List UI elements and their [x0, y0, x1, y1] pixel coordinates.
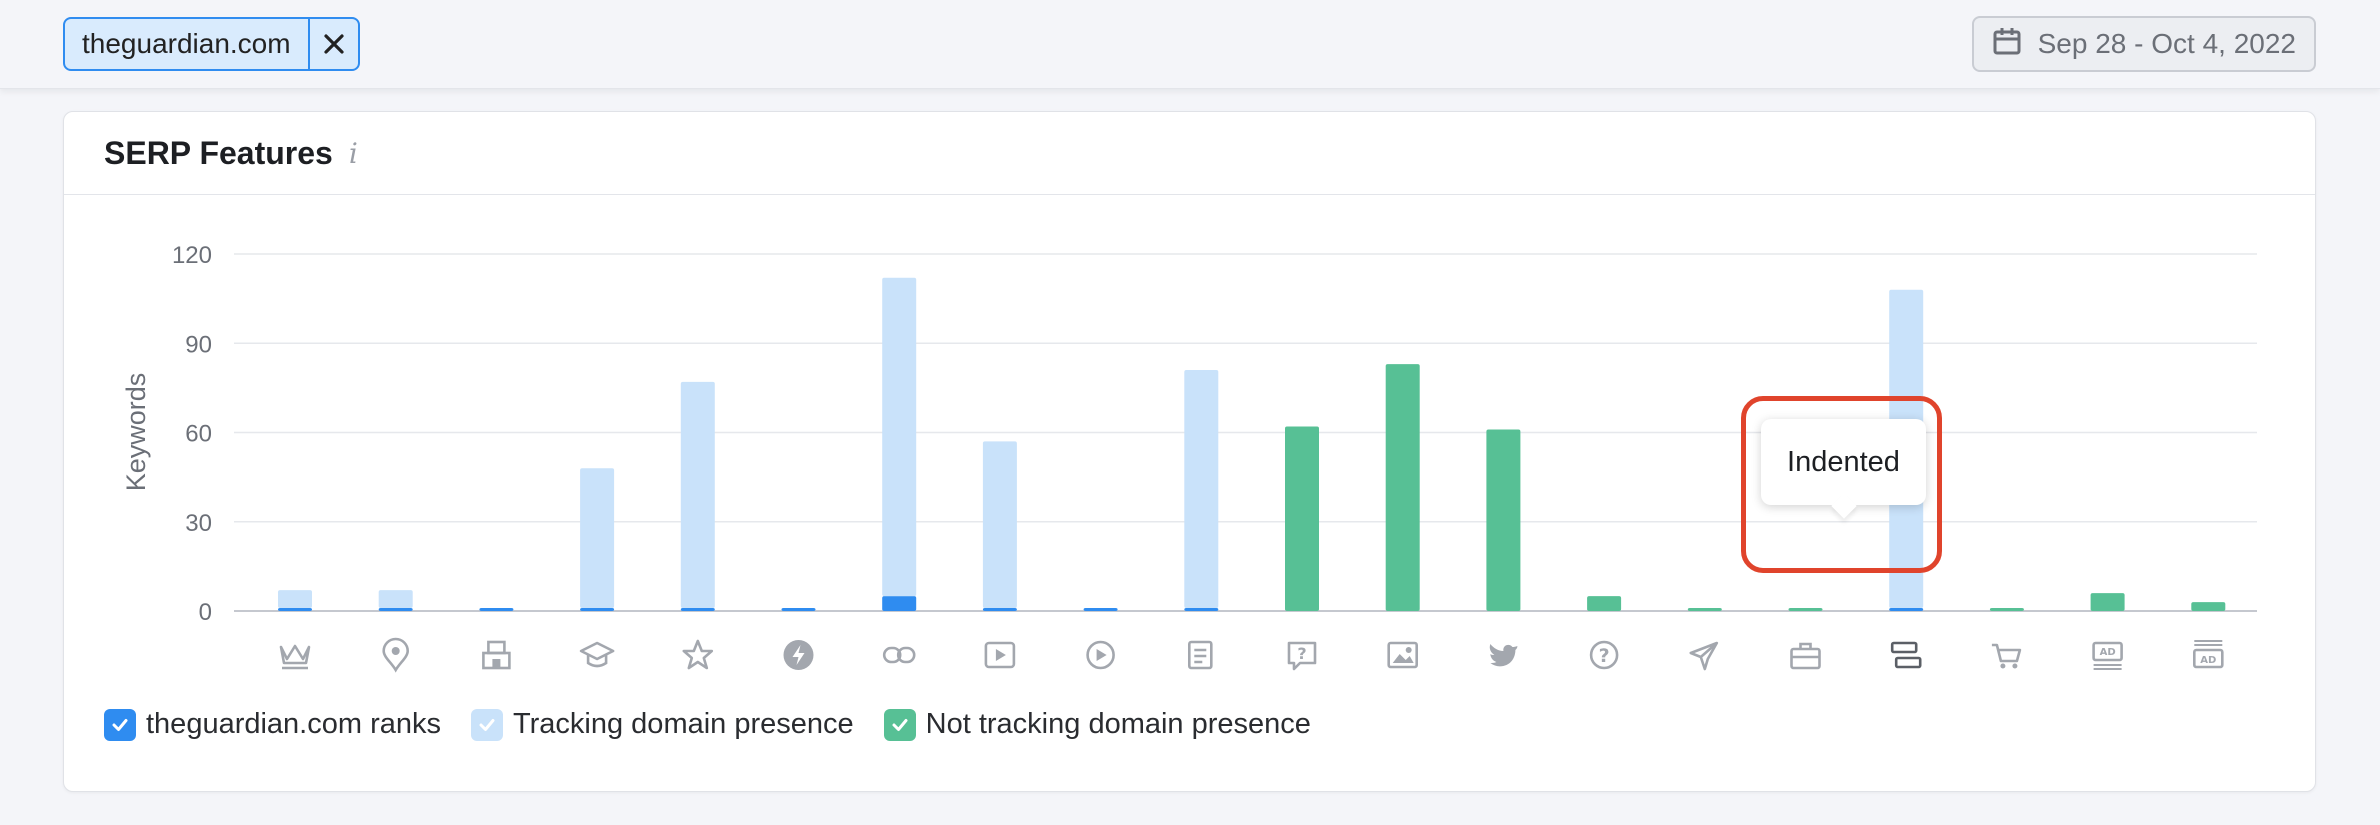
- graduation-cap-icon[interactable]: [579, 641, 615, 668]
- bar-ranks: [982, 608, 1017, 612]
- bar-ranks: [378, 608, 413, 612]
- y-tick-label: 0: [199, 599, 212, 626]
- question-bubble-icon[interactable]: ?: [1287, 641, 1317, 671]
- highlight-annotation: [1741, 396, 1942, 573]
- bar-ranks: [781, 608, 816, 612]
- bar-not-tracking: [1486, 429, 1521, 611]
- domain-filter-label: theguardian.com: [82, 28, 291, 59]
- lightning-icon[interactable]: [783, 640, 814, 670]
- svg-text:AD: AD: [2200, 655, 2216, 666]
- bar-not-tracking: [1285, 426, 1319, 611]
- legend-label-ranks: theguardian.com ranks: [146, 708, 441, 740]
- indented-icon[interactable]: [1890, 641, 1922, 669]
- news-icon[interactable]: [1188, 640, 1213, 670]
- domain-filter-chip[interactable]: theguardian.com: [63, 17, 360, 71]
- question-circle-icon[interactable]: ?: [1589, 640, 1619, 670]
- video-icon[interactable]: [984, 641, 1016, 669]
- legend-item-not-tracking[interactable]: Not tracking domain presence: [883, 708, 1311, 741]
- bar-tracking: [378, 590, 413, 609]
- card-title: SERP Features: [104, 134, 333, 171]
- svg-text:?: ?: [1297, 644, 1306, 663]
- link-icon[interactable]: [882, 646, 916, 664]
- bar-ranks: [479, 608, 514, 612]
- bar-ranks: [1083, 608, 1118, 612]
- info-icon[interactable]: i: [348, 136, 358, 170]
- briefcase-icon[interactable]: [1790, 642, 1821, 670]
- crown-icon[interactable]: [279, 644, 311, 670]
- legend-item-tracking[interactable]: Tracking domain presence: [471, 708, 854, 741]
- chart-tooltip: Indented: [1761, 419, 1926, 505]
- star-icon[interactable]: [682, 639, 714, 670]
- bar-ranks: [882, 596, 917, 611]
- local-pack-icon[interactable]: [482, 640, 511, 670]
- ad-bottom-icon[interactable]: AD: [2193, 640, 2224, 669]
- y-tick-label: 60: [185, 421, 212, 448]
- legend-checkbox-tracking[interactable]: [471, 708, 503, 741]
- bar-tracking: [278, 590, 312, 609]
- serp-features-card: SERP Features i 0 30 60 90 120 Keywords?? AD AD…: [63, 111, 2316, 792]
- legend-checkbox-ranks[interactable]: [104, 708, 136, 741]
- image-icon[interactable]: [1387, 641, 1418, 669]
- bar-ranks: [1889, 608, 1924, 612]
- airplane-icon[interactable]: [1689, 641, 1719, 671]
- card-header: SERP Features i: [64, 112, 2315, 195]
- twitter-icon[interactable]: [1489, 644, 1518, 667]
- bar-ranks: [680, 608, 715, 612]
- legend-label-not-tracking: Not tracking domain presence: [925, 708, 1311, 740]
- bar-not-tracking: [1687, 608, 1722, 612]
- legend-item-ranks[interactable]: theguardian.com ranks: [104, 708, 441, 741]
- bar-tracking: [580, 468, 615, 609]
- chart-legend: theguardian.com ranks Tracking domain pr…: [104, 708, 1311, 741]
- bar-ranks: [580, 608, 615, 612]
- bar-not-tracking: [2191, 602, 2226, 611]
- bar-tracking: [882, 277, 917, 597]
- top-filter-bar: theguardian.com Sep 28 - Oct 4, 2022: [0, 0, 2380, 89]
- calendar-icon: [1992, 26, 2022, 63]
- bar-not-tracking: [1587, 596, 1622, 611]
- svg-text:?: ?: [1599, 645, 1610, 667]
- bar-ranks: [278, 608, 312, 612]
- legend-label-tracking: Tracking domain presence: [513, 708, 854, 740]
- close-icon[interactable]: [307, 19, 358, 69]
- location-pin-icon[interactable]: [382, 637, 410, 673]
- svg-text:AD: AD: [2100, 647, 2116, 658]
- y-axis-label: Keywords: [121, 373, 151, 492]
- date-range-button[interactable]: Sep 28 - Oct 4, 2022: [1971, 16, 2316, 72]
- y-tick-label: 120: [172, 242, 212, 269]
- shopping-cart-icon[interactable]: [1991, 643, 2022, 669]
- y-tick-label: 30: [185, 510, 212, 537]
- serp-features-chart: 0 30 60 90 120 Keywords?? AD AD: [121, 242, 2257, 673]
- bar-not-tracking: [1989, 608, 2024, 612]
- bar-tracking: [680, 381, 715, 609]
- bar-ranks: [1184, 608, 1219, 612]
- bar-tracking: [1184, 370, 1219, 609]
- date-range-label: Sep 28 - Oct 4, 2022: [2037, 28, 2296, 59]
- bar-not-tracking: [1385, 364, 1420, 611]
- play-circle-icon[interactable]: [1086, 640, 1115, 670]
- y-tick-label: 90: [185, 331, 212, 358]
- legend-checkbox-not-tracking[interactable]: [883, 708, 916, 741]
- bar-not-tracking: [2090, 593, 2125, 611]
- bar-tracking: [982, 441, 1017, 609]
- bar-not-tracking: [1788, 608, 1823, 612]
- ad-top-icon[interactable]: AD: [2092, 641, 2123, 670]
